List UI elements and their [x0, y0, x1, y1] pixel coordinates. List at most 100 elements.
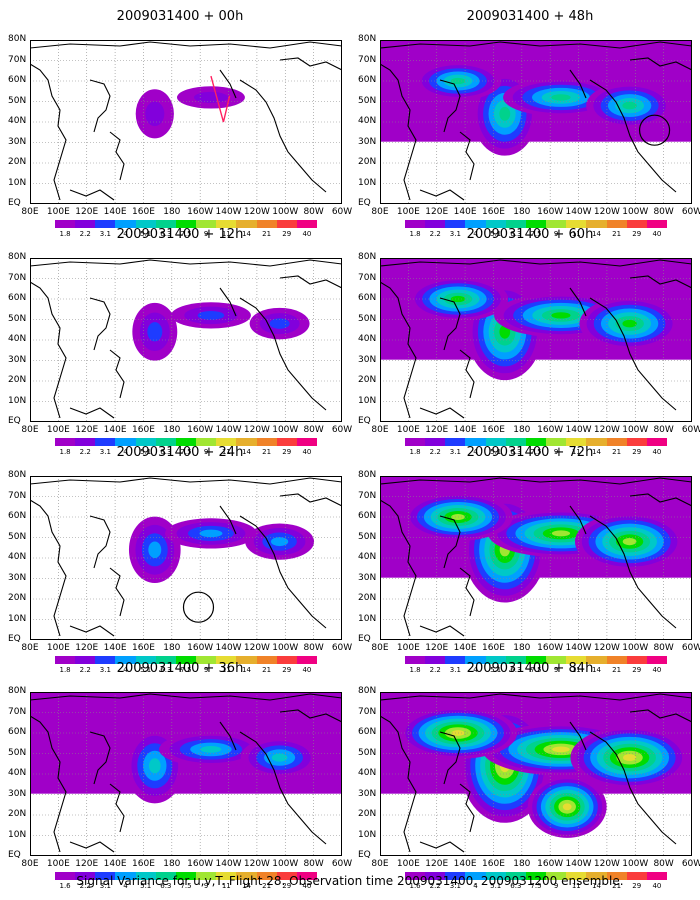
latitude-label: 70N [358, 490, 377, 501]
latitude-label: EQ [358, 198, 371, 208]
coastlines [380, 693, 692, 853]
colorbar-swatch [75, 656, 96, 664]
latitude-label: 70N [358, 706, 377, 717]
colorbar-label: 4 [473, 882, 478, 890]
longitude-label: 80W [653, 643, 674, 653]
latitude-label: 40N [8, 334, 27, 344]
colorbar-label: 29 [632, 230, 642, 238]
longitude-label: 80W [303, 643, 324, 653]
coastline [219, 505, 237, 535]
coastlines [380, 259, 692, 419]
colorbar-label: 3.1 [99, 230, 111, 238]
variance-field [128, 516, 315, 583]
latitude-label: 50N [358, 95, 377, 106]
latitude-label: 60N [358, 293, 377, 303]
longitude-label: 80W [653, 207, 674, 217]
colorbar-swatch [55, 872, 76, 880]
colorbar-swatch [525, 220, 547, 228]
colorbar-swatch [405, 872, 426, 880]
coastline [30, 259, 342, 267]
colorbar-label: 9 [203, 666, 209, 674]
coastline [589, 731, 677, 845]
map-gridlines [30, 476, 342, 640]
colorbar-swatch [55, 220, 76, 228]
colorbar-swatch [276, 220, 297, 228]
colorbar-label: 6.3 [160, 448, 172, 456]
colorbar-label: 14 [591, 882, 601, 890]
colorbar-swatch [175, 220, 197, 228]
longitude-label: 60W [331, 425, 353, 435]
longitude-label: 120W [243, 207, 270, 217]
colorbar-label: 7.5 [180, 666, 192, 674]
longitude-labels: 80E 100E 120E 140E 160E 180 160W 140W 120W 100W 80… [370, 643, 700, 654]
colorbar-swatch [216, 220, 237, 228]
coastline [89, 515, 111, 569]
coastline [219, 287, 237, 317]
coastline [569, 505, 587, 535]
latitude-label: 30N [358, 136, 377, 147]
colorbar-label: 40 [302, 230, 312, 238]
longitude-labels: 80E 100E 120E 140E 160E 180 160W 140W 120W 100W 80… [20, 859, 352, 870]
colorbar-swatch [465, 656, 486, 664]
latitude-label: 40N [358, 116, 377, 126]
colorbar-swatch [236, 220, 257, 228]
latitude-label: 30N [8, 572, 27, 583]
colorbar-swatch [425, 438, 446, 446]
variance-map [30, 476, 342, 640]
longitude-label: 120E [425, 643, 449, 653]
colorbar-label: 2.2 [429, 230, 441, 238]
longitude-label: 100W [622, 859, 649, 869]
latitude-label: 80N [358, 686, 377, 696]
longitude-label: 140W [565, 643, 592, 653]
forecast-panel: 2009031400 + 84h 80N 70N 60N 50N 40N 30N 20N 10N… [358, 660, 700, 870]
longitude-label: 160W [537, 207, 564, 217]
colorbar-label: 1.8 [59, 230, 71, 238]
map-svg [30, 40, 342, 204]
colorbar-swatch [465, 872, 486, 880]
longitude-label: 160E [482, 859, 505, 869]
variance-field [30, 692, 342, 804]
map-gridlines [380, 692, 692, 856]
colorbar-label: 5.1 [140, 448, 152, 456]
coastline [30, 715, 67, 853]
longitude-label: 80E [371, 207, 389, 217]
colorbar-swatch [626, 872, 647, 880]
colorbar-label: 1.8 [409, 666, 421, 674]
colorbar-label: 11 [221, 448, 231, 456]
longitude-labels: 80E 100E 120E 140E 160E 180 160W 140W 120W 100W 80… [20, 643, 352, 654]
map-gridlines [380, 476, 692, 640]
longitude-label: 120E [425, 207, 449, 217]
colorbar-swatch [425, 656, 446, 664]
latitude-label: 50N [358, 531, 377, 542]
longitude-label: 180 [513, 643, 531, 653]
colorbar-label: 40 [652, 666, 662, 674]
colorbar-label: 29 [282, 666, 292, 674]
panel-title: 2009031400 + 00h [116, 9, 244, 24]
colorbar-label: 2.2 [429, 666, 441, 674]
coastline [380, 693, 692, 701]
variance-contour [551, 312, 571, 319]
longitude-label: 60W [681, 425, 700, 435]
colorbar-label: 11 [221, 666, 231, 674]
coastline [239, 515, 327, 629]
colorbar-swatch [95, 656, 116, 664]
colorbar-swatch [586, 438, 607, 446]
colorbar-label: 29 [282, 448, 292, 456]
longitude-label: 160W [537, 643, 564, 653]
colorbar-swatch [646, 656, 668, 664]
colorbar-swatch [465, 220, 486, 228]
latitude-label: 60N [8, 75, 27, 85]
colorbar-label: 21 [612, 448, 622, 456]
latitude-label: 30N [358, 788, 377, 799]
colorbar-swatch [256, 438, 277, 446]
longitude-labels: 80E 100E 120E 140E 160E 180 160W 140W 120W 100W 80… [370, 207, 700, 218]
latitude-label: 40N [358, 768, 377, 778]
coastline [380, 499, 417, 637]
longitude-label: 100W [622, 643, 649, 653]
colorbar-swatch [606, 438, 627, 446]
coastline [439, 515, 461, 569]
map-gridlines [380, 258, 692, 422]
colorbar-swatch [196, 872, 217, 880]
colorbar-swatch [566, 220, 587, 228]
colorbar-label: 14 [591, 448, 601, 456]
